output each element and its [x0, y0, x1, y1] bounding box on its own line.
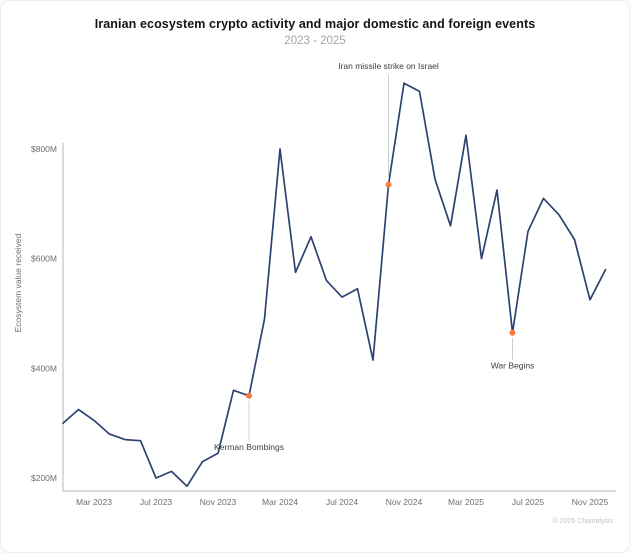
x-tick-label: Nov 2023 [200, 497, 237, 507]
annotation-dot [509, 329, 516, 336]
y-tick-label: $600M [31, 254, 57, 264]
y-tick-label: $800M [31, 144, 57, 154]
x-tick-label: Mar 2024 [262, 497, 298, 507]
annotation-dot [246, 392, 252, 399]
x-tick-label: Jul 2025 [512, 497, 544, 507]
x-tick-label: Jul 2024 [326, 497, 358, 507]
x-tick-label: Mar 2025 [448, 497, 484, 507]
annotation-label: Iran missile strike on Israel [338, 61, 439, 71]
chart-subtitle: 2023 - 2025 [284, 35, 346, 47]
y-tick-label: $200M [31, 473, 57, 483]
x-tick-label: Jul 2023 [140, 497, 172, 507]
annotation-dot [385, 181, 392, 188]
x-tick-label: Nov 2024 [386, 497, 423, 507]
chart-title: Iranian ecosystem crypto activity and ma… [94, 17, 536, 31]
x-tick-label: Nov 2025 [572, 497, 609, 507]
annotation-label: Kerman Bombings [214, 442, 284, 452]
x-tick-label: Mar 2023 [76, 497, 112, 507]
copyright-note: © 2026 Chainalysis [552, 518, 613, 525]
chart-line [62, 82, 607, 488]
y-tick-label: $400M [31, 363, 57, 373]
annotation-label: War Begins [491, 361, 535, 371]
